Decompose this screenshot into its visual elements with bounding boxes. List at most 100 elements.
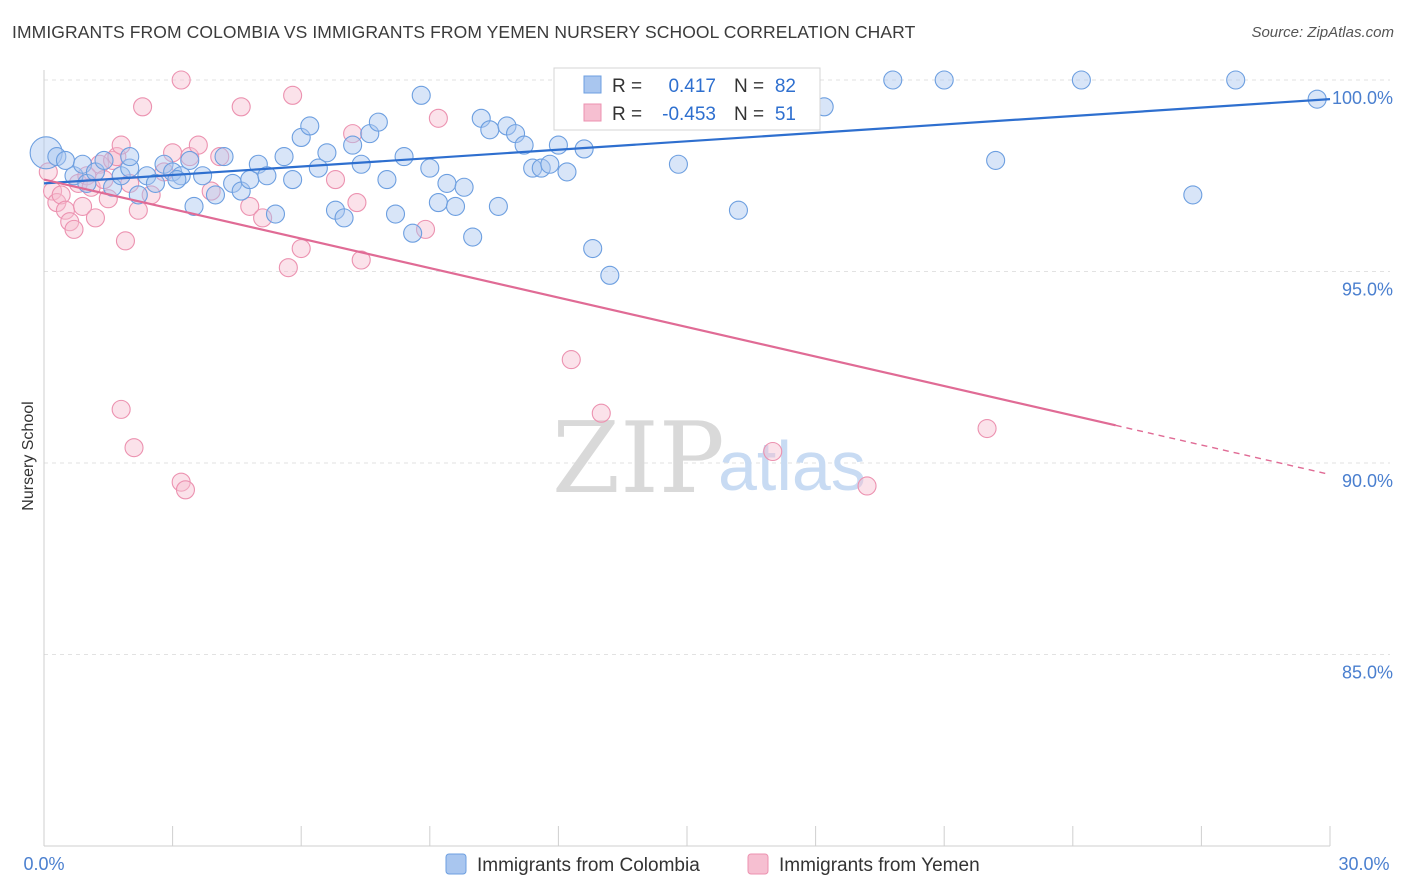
data-point-colombia: [385, 204, 406, 224]
data-point-colombia: [1226, 70, 1246, 90]
series-legend: Immigrants from Colombia Immigrants from…: [445, 853, 980, 876]
data-point-colombia: [283, 170, 303, 190]
data-point-yemen: [51, 185, 71, 205]
data-point-yemen: [73, 196, 93, 216]
trend-line-yemen: [43, 178, 1116, 427]
data-point-colombia: [334, 208, 354, 228]
data-point-yemen: [231, 97, 251, 117]
data-point-yemen: [428, 108, 448, 128]
data-point-colombia: [377, 170, 397, 190]
data-point-yemen: [591, 403, 611, 423]
data-point-yemen: [347, 193, 367, 213]
trend-line-colombia: [43, 98, 1331, 185]
data-point-colombia: [728, 200, 748, 220]
y-tick-label: 100.0%: [1332, 88, 1393, 108]
data-point-colombia: [600, 265, 620, 285]
data-point-colombia: [540, 154, 560, 174]
y-axis-label: Nursery School: [20, 401, 37, 510]
series-legend-label-yemen: Immigrants from Yemen: [779, 855, 980, 876]
data-point-colombia: [343, 135, 363, 155]
data-point-colombia: [514, 135, 534, 155]
chart-title: IMMIGRANTS FROM COLOMBIA VS IMMIGRANTS F…: [12, 22, 916, 42]
data-point-colombia: [317, 143, 337, 163]
series-legend-swatch-yemen: [747, 853, 769, 875]
data-point-yemen: [111, 399, 131, 419]
data-point-colombia: [488, 196, 508, 216]
data-point-yemen: [115, 231, 135, 251]
legend-n-label-yemen: N =: [734, 104, 764, 125]
y-tick-label: 95.0%: [1342, 280, 1393, 300]
data-point-yemen: [124, 438, 144, 458]
watermark-atlas: atlas: [718, 427, 866, 505]
trend-line-extension-yemen: [1115, 424, 1331, 476]
data-point-yemen: [64, 219, 84, 239]
data-point-colombia: [214, 147, 234, 167]
data-point-colombia: [257, 166, 277, 186]
data-point-colombia: [428, 193, 448, 213]
data-point-colombia: [463, 227, 483, 247]
data-point-yemen: [188, 135, 208, 155]
watermark-zip: ZIP: [552, 402, 725, 516]
data-point-colombia: [300, 116, 320, 136]
data-point-yemen: [977, 418, 997, 439]
data-point-yemen: [240, 196, 260, 216]
legend-r-value-yemen: -0.453: [662, 104, 716, 125]
data-point-colombia: [548, 135, 568, 155]
data-point-colombia: [308, 158, 328, 178]
data-point-yemen: [210, 147, 230, 167]
data-point-yemen: [175, 480, 196, 500]
data-point-colombia: [1071, 70, 1091, 90]
data-point-colombia: [454, 177, 474, 197]
data-point-colombia: [557, 162, 577, 182]
data-point-yemen: [133, 97, 153, 117]
data-point-yemen: [351, 250, 371, 270]
data-point-colombia: [986, 150, 1006, 170]
data-point-colombia: [403, 223, 423, 243]
data-point-colombia: [1183, 185, 1203, 205]
data-point-colombia: [265, 204, 286, 224]
data-point-colombia: [411, 85, 431, 105]
data-point-colombia: [445, 196, 466, 216]
data-point-colombia: [274, 147, 294, 167]
legend-n-label-colombia: N =: [734, 76, 764, 97]
data-point-colombia: [368, 112, 388, 132]
legend-swatch-colombia: [583, 75, 602, 94]
data-point-colombia: [583, 238, 603, 259]
data-point-colombia: [184, 196, 204, 216]
legend-n-value-colombia: 82: [775, 76, 796, 97]
data-point-colombia: [480, 120, 500, 140]
data-point-colombia: [351, 154, 371, 174]
data-point-colombia: [437, 173, 457, 193]
y-tick-label: 90.0%: [1342, 471, 1393, 491]
data-point-yemen: [325, 170, 346, 190]
data-point-colombia: [193, 166, 213, 186]
data-point-yemen: [278, 258, 298, 278]
x-axis-ticks: [43, 826, 1331, 846]
series-legend-swatch-colombia: [445, 853, 467, 875]
data-point-yemen: [343, 124, 363, 144]
data-point-colombia: [120, 147, 140, 167]
data-point-yemen: [171, 70, 191, 90]
data-point-yemen: [561, 350, 581, 370]
x-tick-label-max: 30.0%: [1338, 854, 1389, 874]
source-credit: Source: ZipAtlas.com: [1251, 24, 1394, 41]
legend-r-value-colombia: 0.417: [668, 76, 716, 97]
legend-swatch-yemen: [583, 103, 602, 122]
data-point-colombia: [180, 150, 200, 170]
data-point-colombia: [205, 185, 226, 205]
data-point-yemen: [415, 219, 436, 239]
data-point-colombia: [145, 173, 166, 193]
x-tick-label-min: 0.0%: [23, 854, 64, 874]
data-point-colombia: [94, 150, 114, 170]
data-point-colombia: [934, 70, 954, 90]
data-point-colombia: [668, 154, 688, 174]
legend-n-value-yemen: 51: [775, 104, 796, 125]
y-tick-labels: 100.0% 95.0% 90.0% 85.0%: [1332, 88, 1393, 683]
data-point-yemen: [283, 85, 303, 105]
y-tick-label: 85.0%: [1342, 663, 1393, 683]
trend-lines: [43, 98, 1331, 476]
legend-r-label-yemen: R =: [612, 104, 642, 125]
correlation-legend: R = 0.417 N = 82 R = -0.453 N = 51: [553, 67, 821, 131]
data-point-yemen: [857, 476, 877, 496]
